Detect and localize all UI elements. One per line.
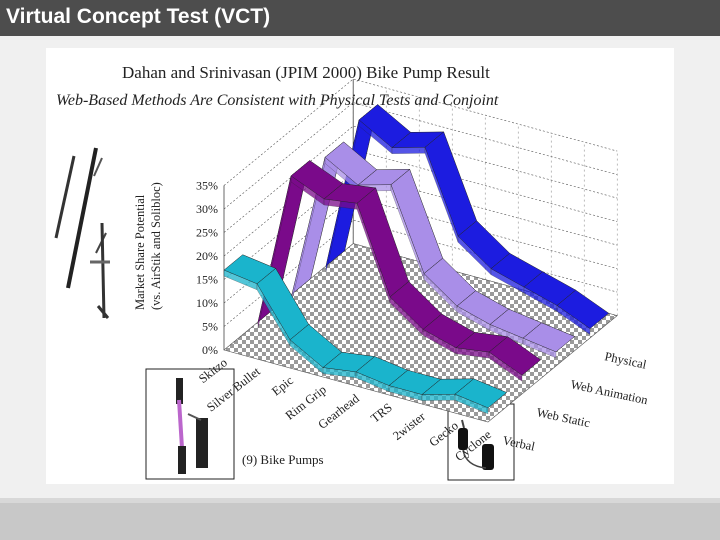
y-tick-label: 25%: [196, 226, 218, 240]
ribbon-edge: [391, 147, 426, 154]
y-tick-label: 35%: [196, 179, 218, 193]
chart-panel: Dahan and Srinivasan (JPIM 2000) Bike Pu…: [46, 48, 674, 484]
gridline: [223, 149, 618, 257]
y-axis-label-line1: Market Share Potential: [133, 194, 147, 310]
ribbon-edge: [488, 351, 523, 382]
y-tick-label: 10%: [196, 296, 218, 310]
series-verbal-ribbon: [223, 254, 508, 415]
x-tick-label: Epic: [269, 373, 296, 398]
gridline: [223, 125, 618, 233]
gridline: [223, 196, 618, 304]
y-tick-label: 0%: [202, 343, 218, 357]
chart-ribbons: [223, 103, 610, 415]
y-tick-label: 5%: [202, 320, 218, 334]
series-label: Verbal: [501, 433, 536, 454]
series-label: Web Animation: [569, 377, 649, 407]
x-tick-label: 2wister: [390, 409, 428, 443]
gridline: [223, 172, 618, 280]
ribbon-edge: [556, 305, 591, 335]
series-label: Physical: [603, 349, 648, 372]
slide-header: Virtual Concept Test (VCT): [0, 0, 720, 36]
chart-title: Dahan and Srinivasan (JPIM 2000) Bike Pu…: [122, 63, 490, 82]
y-axis-label-line2: (vs. AirStik and Solibloc): [149, 182, 163, 310]
bike-pump-photo-right: [458, 419, 494, 470]
bike-pump-photo-frame: [145, 368, 235, 480]
ribbon-chart: Dahan and Srinivasan (JPIM 2000) Bike Pu…: [54, 63, 650, 481]
slide-footer: [0, 498, 720, 540]
ribbon-edge: [454, 393, 489, 415]
series-web-static-ribbon: [257, 159, 542, 382]
chart-subtitle: Web-Based Methods Are Consistent with Ph…: [56, 92, 499, 109]
footer-band: [0, 498, 720, 503]
gridline: [223, 102, 618, 210]
y-tick-label: 30%: [196, 202, 218, 216]
category-caption: (9) Bike Pumps: [242, 452, 324, 467]
gridline: [223, 78, 618, 186]
slide-title: Virtual Concept Test (VCT): [6, 5, 271, 28]
y-axis-ticks: 0% 5% 10% 15% 20% 25% 30% 35%: [196, 179, 218, 358]
bike-pump-photo-left: [54, 147, 110, 319]
bike-pump-photo-middle: [176, 378, 208, 474]
x-tick-label: TRS: [368, 400, 395, 425]
y-tick-label: 15%: [196, 273, 218, 287]
ribbon-edge: [522, 337, 557, 359]
ribbon-edge: [421, 394, 456, 401]
series-label: Web Static: [535, 405, 591, 430]
y-tick-label: 20%: [196, 249, 218, 263]
